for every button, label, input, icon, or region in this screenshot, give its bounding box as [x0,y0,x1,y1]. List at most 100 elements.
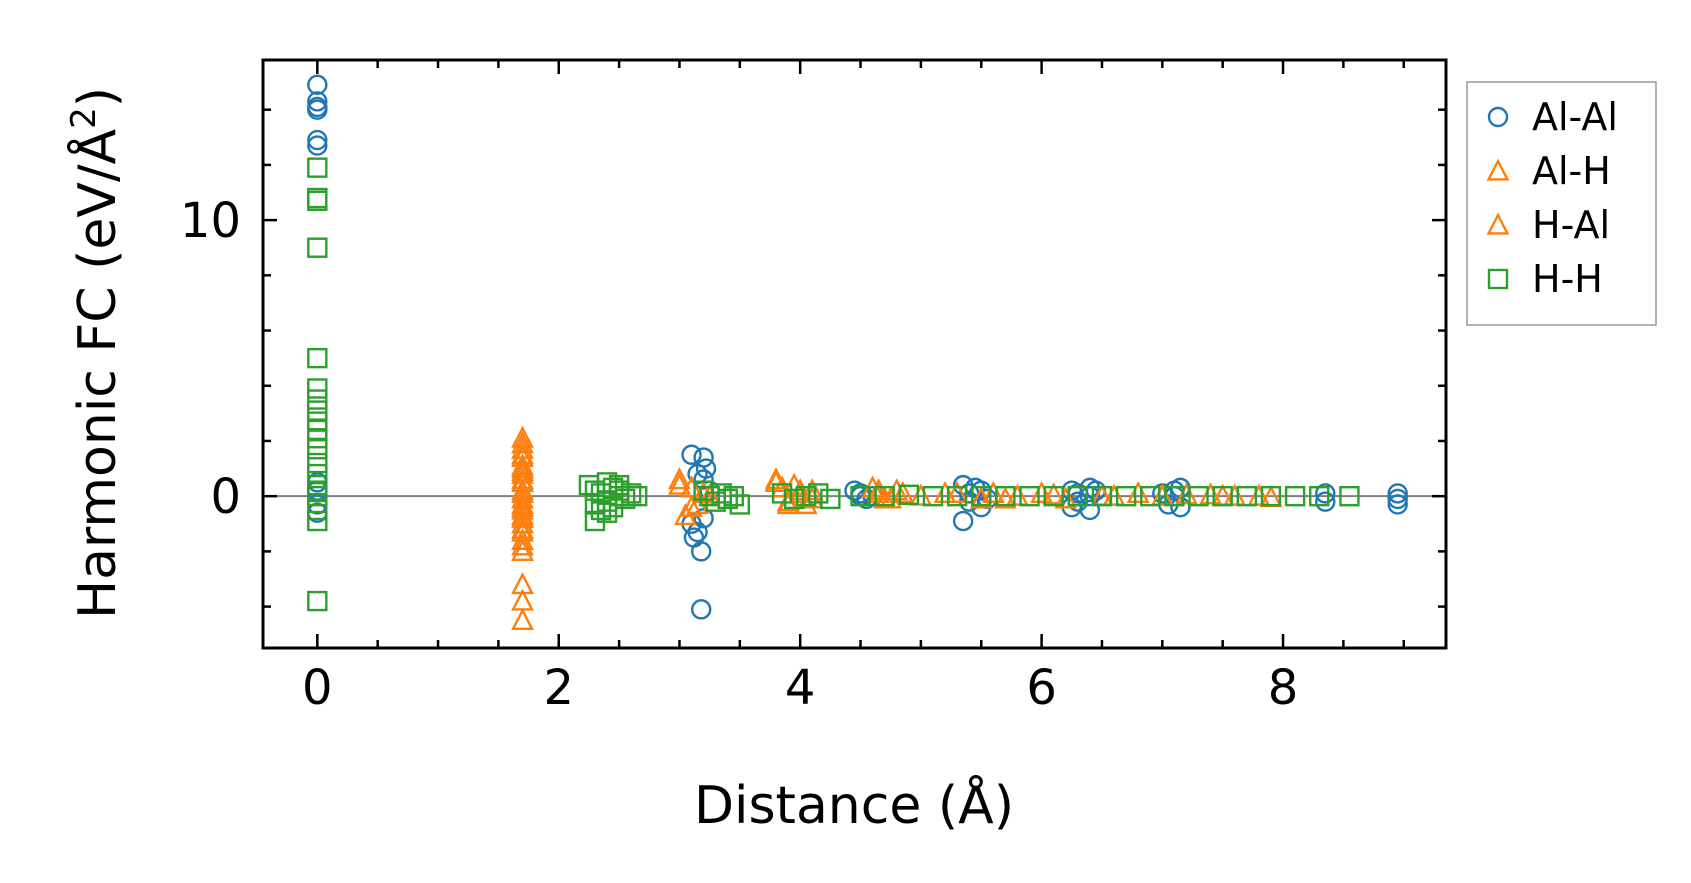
data-point [1315,491,1336,512]
data-point [1102,483,1126,506]
data-point [820,488,841,510]
data-point [307,157,328,178]
legend-entries: Al-Al Al-H H-Al H-H [1486,95,1618,301]
data-point [995,485,1016,507]
data-point [307,439,328,460]
legend-box [1466,81,1657,326]
data-point [511,607,534,631]
data-point [307,347,328,369]
data-point [796,485,817,507]
data-point [1260,485,1282,507]
data-point [711,483,732,504]
data-point [627,485,648,507]
data-point [511,480,534,504]
data-point [874,485,895,507]
data-point [1199,482,1223,505]
data-point [898,484,920,505]
data-point [945,480,969,504]
data-point [800,478,824,501]
data-points-layer [307,74,1408,631]
data-point [1164,485,1185,507]
x-tick-label: 0 [302,660,333,716]
data-point [307,499,328,521]
data-point [668,472,691,495]
legend-marker [1487,268,1509,290]
data-point [946,485,968,507]
data-point [1188,485,1209,507]
legend-label: H-Al [1532,203,1610,247]
y-axis-label-main: Harmonic FC (eV/Å [66,128,128,619]
legend-entry: Al-Al [1487,95,1618,139]
data-point [307,427,328,449]
y-tick-label: 0 [210,469,241,525]
data-point [1309,485,1330,507]
data-point [307,91,328,112]
series-h-al [511,442,1271,556]
data-point [511,467,534,490]
data-point [511,458,534,481]
data-point [680,494,703,517]
legend-entry: H-H [1487,257,1603,301]
data-point [307,74,328,96]
legend-label: H-H [1532,257,1603,301]
data-point [690,599,712,620]
data-point [1126,480,1150,504]
data-point [307,463,328,485]
data-point [1019,485,1040,507]
data-point [776,491,800,515]
data-point [307,389,328,410]
data-point [729,494,751,515]
data-point [1387,483,1408,504]
data-point [596,502,618,523]
data-point [1140,485,1161,507]
data-point [850,485,871,507]
legend-marker [1486,158,1510,181]
data-point [307,135,328,156]
data-point [1315,483,1336,504]
data-point [511,533,534,556]
y-axis-label-superscript: 2 [64,107,104,129]
data-point [687,521,708,543]
legend: Al-Al Al-H H-Al H-H [1466,81,1657,326]
data-point [771,483,793,504]
data-point [614,488,636,510]
data-point [307,99,328,120]
data-point [808,483,829,504]
y-axis-label-close: ) [68,87,128,107]
data-point [1042,482,1066,505]
data-point [693,447,714,468]
data-point [891,480,915,504]
data-point [1079,499,1101,521]
data-point [693,469,714,490]
data-point [1115,485,1137,507]
data-point [1212,485,1233,507]
data-point [1175,482,1198,505]
legend-marker [1487,106,1509,128]
x-tick-label: 2 [543,660,574,716]
data-point [511,442,534,465]
data-point [867,478,891,501]
data-point [1067,485,1089,507]
data-point [681,444,702,465]
data-point [993,486,1017,509]
data-point [1236,485,1258,507]
data-point [783,488,805,510]
data-point [668,467,691,490]
data-point [1387,494,1408,515]
data-point [971,485,992,507]
data-point [933,480,957,504]
data-point [693,508,714,529]
svg-text:Harmonic FC (eV/Å2): Harmonic FC (eV/Å2) [64,87,128,619]
legend-entry: Al-H [1486,149,1611,193]
data-point [690,541,712,562]
data-point [695,458,717,479]
data-point [1247,483,1271,506]
y-tick-label: 10 [180,193,241,249]
data-point [1387,488,1408,510]
data-point [307,590,328,612]
legend-marker [1486,212,1510,235]
data-point [511,431,534,454]
data-point [1284,485,1306,507]
data-point [1223,483,1247,506]
data-point [1091,485,1113,507]
